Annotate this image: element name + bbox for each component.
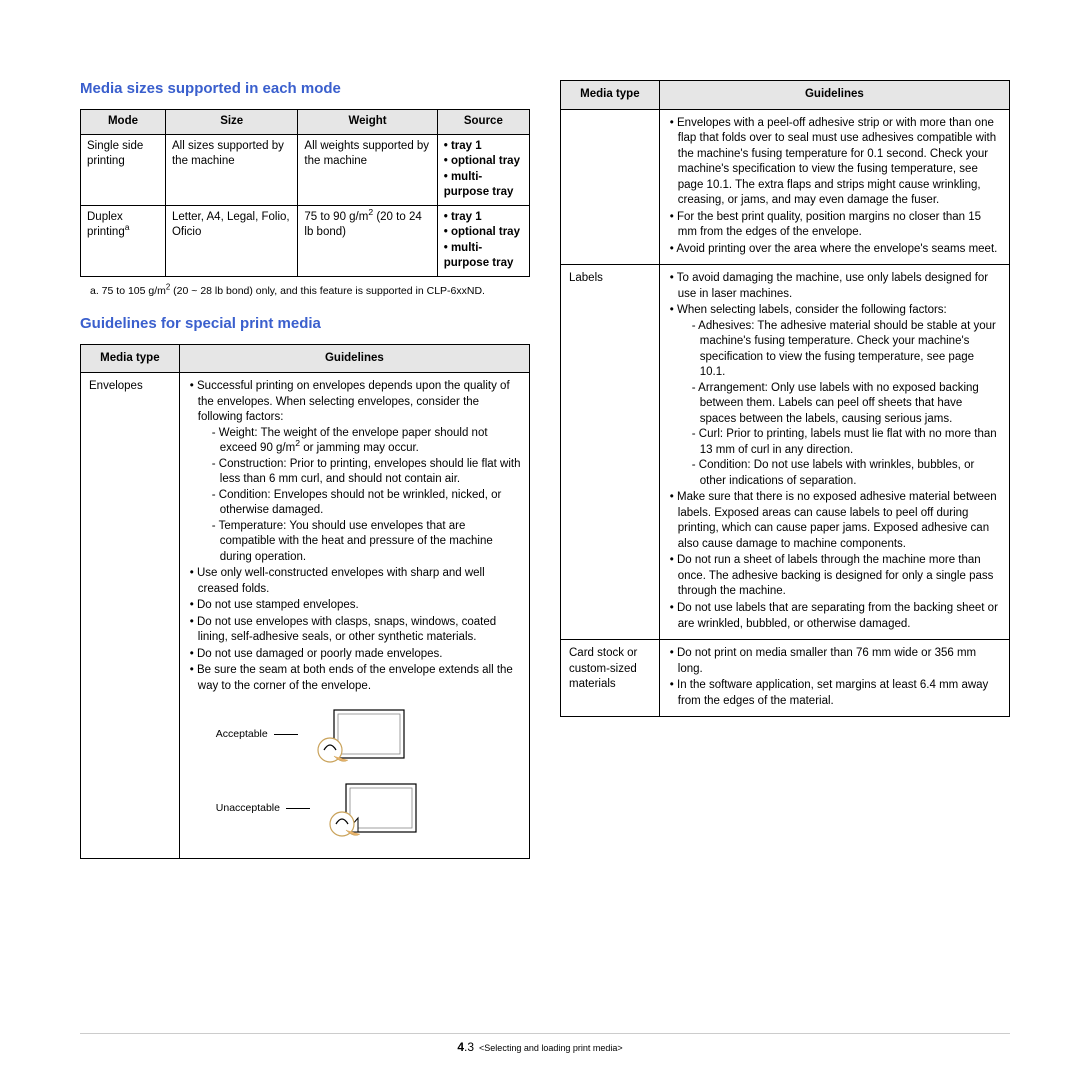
guideline-item: Do not use envelopes with clasps, snaps,… — [188, 615, 521, 646]
source-item: multi-purpose tray — [444, 170, 523, 201]
th-guidelines: Guidelines — [659, 81, 1009, 110]
page-number-main: 4 — [457, 1040, 464, 1054]
cell-mediatype: Labels — [561, 265, 660, 640]
cell-weight: All weights supported by the machine — [298, 134, 437, 205]
cell-guidelines: Envelopes with a peel-off adhesive strip… — [659, 109, 1009, 265]
diagram-connector-line — [274, 734, 298, 735]
source-item: optional tray — [444, 225, 523, 241]
page-body: Media sizes supported in each mode Mode … — [0, 0, 1080, 859]
chapter-title: <Selecting and loading print media> — [479, 1043, 623, 1053]
guideline-item: In the software application, set margins… — [668, 678, 1001, 709]
footer-rule — [80, 1033, 1010, 1034]
guideline-item: Do not run a sheet of labels through the… — [668, 553, 1001, 600]
guideline-subitem: Weight: The weight of the envelope paper… — [210, 426, 521, 457]
th-mode: Mode — [81, 110, 166, 135]
heading-media-sizes: Media sizes supported in each mode — [80, 80, 530, 97]
mode-size-table: Mode Size Weight Source Single side prin… — [80, 109, 530, 277]
envelope-diagram: Acceptable — [216, 704, 521, 838]
cell-mode: Duplex printinga — [81, 205, 166, 276]
heading-guidelines: Guidelines for special print media — [80, 315, 530, 332]
guideline-item: For the best print quality, position mar… — [668, 210, 1001, 241]
cell-source: tray 1 optional tray multi-purpose tray — [437, 134, 529, 205]
guideline-item: Do not use stamped envelopes. — [188, 598, 521, 614]
guideline-subitem: Arrangement: Only use labels with no exp… — [690, 381, 1001, 428]
guideline-text: When selecting labels, consider the foll… — [677, 304, 947, 316]
table-row: Duplex printinga Letter, A4, Legal, Foli… — [81, 205, 530, 276]
table-row: Labels To avoid damaging the machine, us… — [561, 265, 1010, 640]
table-row: Envelopes Successful printing on envelop… — [81, 373, 530, 859]
guideline-item: To avoid damaging the machine, use only … — [668, 271, 1001, 302]
guideline-subitem: Condition: Envelopes should not be wrink… — [210, 488, 521, 519]
cell-guidelines: Do not print on media smaller than 76 mm… — [659, 640, 1009, 717]
guideline-item: Successful printing on envelopes depends… — [188, 379, 521, 565]
guideline-subitem: Condition: Do not use labels with wrinkl… — [690, 458, 1001, 489]
guidelines-table-left: Media type Guidelines Envelopes Successf… — [80, 344, 530, 860]
cell-mediatype: Envelopes — [81, 373, 180, 859]
table-row: Envelopes with a peel-off adhesive strip… — [561, 109, 1010, 265]
guidelines-table-right: Media type Guidelines Envelopes with a p… — [560, 80, 1010, 717]
diagram-label-unacceptable: Unacceptable — [216, 801, 280, 815]
page-footer: 4.3 <Selecting and loading print media> — [0, 1033, 1080, 1054]
th-guidelines: Guidelines — [179, 344, 529, 373]
guideline-subitem: Adhesives: The adhesive material should … — [690, 319, 1001, 381]
th-source: Source — [437, 110, 529, 135]
footnote-a: a. 75 to 105 g/m2 (20 ~ 28 lb bond) only… — [90, 285, 530, 297]
guideline-item: When selecting labels, consider the foll… — [668, 303, 1001, 489]
source-item: optional tray — [444, 154, 523, 170]
diagram-label-acceptable: Acceptable — [216, 727, 268, 741]
page-number: 4.3 — [457, 1040, 474, 1054]
guideline-text: Successful printing on envelopes depends… — [197, 380, 510, 423]
cell-guidelines: To avoid damaging the machine, use only … — [659, 265, 1009, 640]
guideline-subitem: Curl: Prior to printing, labels must lie… — [690, 427, 1001, 458]
cell-size: Letter, A4, Legal, Folio, Oficio — [165, 205, 297, 276]
guideline-item: Do not use damaged or poorly made envelo… — [188, 647, 521, 663]
cell-mediatype: Card stock or custom-sized materials — [561, 640, 660, 717]
guideline-item: Be sure the seam at both ends of the env… — [188, 663, 521, 694]
cell-mediatype — [561, 109, 660, 265]
guideline-item: Do not print on media smaller than 76 mm… — [668, 646, 1001, 677]
guideline-item: Envelopes with a peel-off adhesive strip… — [668, 116, 1001, 209]
th-weight: Weight — [298, 110, 437, 135]
table-row: Single side printing All sizes supported… — [81, 134, 530, 205]
th-size: Size — [165, 110, 297, 135]
envelope-acceptable-icon — [298, 704, 408, 764]
guideline-item: Do not use labels that are separating fr… — [668, 601, 1001, 632]
th-mediatype: Media type — [561, 81, 660, 110]
cell-source: tray 1 optional tray multi-purpose tray — [437, 205, 529, 276]
cell-size: All sizes supported by the machine — [165, 134, 297, 205]
source-item: multi-purpose tray — [444, 241, 523, 272]
guideline-item: Use only well-constructed envelopes with… — [188, 566, 521, 597]
guideline-item: Avoid printing over the area where the e… — [668, 242, 1001, 258]
right-column: Media type Guidelines Envelopes with a p… — [560, 80, 1010, 859]
th-mediatype: Media type — [81, 344, 180, 373]
guideline-subitem: Temperature: You should use envelopes th… — [210, 519, 521, 566]
guideline-subitem: Construction: Prior to printing, envelop… — [210, 457, 521, 488]
guideline-item: Make sure that there is no exposed adhes… — [668, 490, 1001, 552]
left-column: Media sizes supported in each mode Mode … — [80, 80, 530, 859]
cell-weight: 75 to 90 g/m2 (20 to 24 lb bond) — [298, 205, 437, 276]
envelope-unacceptable-icon — [310, 778, 420, 838]
diagram-connector-line — [286, 808, 310, 809]
page-number-sub: .3 — [464, 1040, 474, 1054]
table-row: Card stock or custom-sized materials Do … — [561, 640, 1010, 717]
source-item: tray 1 — [444, 139, 523, 155]
source-item: tray 1 — [444, 210, 523, 226]
cell-guidelines: Successful printing on envelopes depends… — [179, 373, 529, 859]
cell-mode: Single side printing — [81, 134, 166, 205]
